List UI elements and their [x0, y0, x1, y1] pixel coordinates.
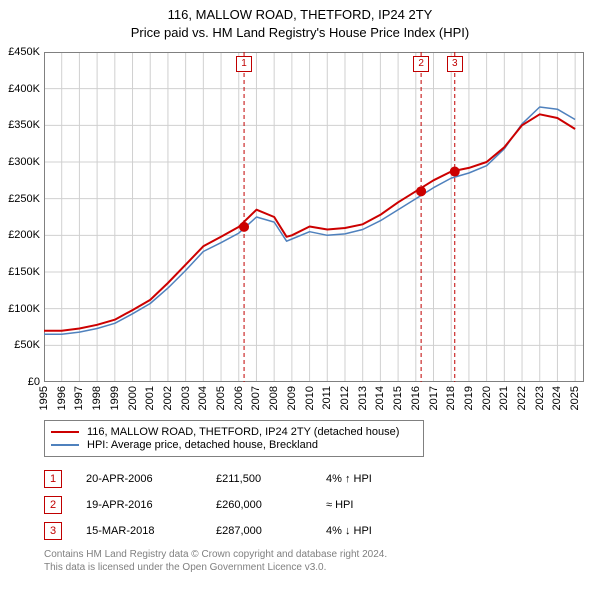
- xaxis-tick-label: 2017: [428, 386, 440, 410]
- xaxis-tick-label: 2024: [551, 386, 563, 410]
- xaxis-tick-label: 2012: [339, 386, 351, 410]
- chart-svg: [44, 52, 584, 382]
- xaxis-tick-label: 2019: [463, 386, 475, 410]
- xaxis-tick-label: 2020: [481, 386, 493, 410]
- yaxis-tick-label: £0: [0, 376, 40, 388]
- sale-price-1: £211,500: [216, 473, 326, 485]
- sale-index-3: 3: [44, 522, 62, 540]
- xaxis-tick-label: 2025: [569, 386, 581, 410]
- page-root: 116, MALLOW ROAD, THETFORD, IP24 2TY Pri…: [0, 0, 600, 590]
- sale-price-3: £287,000: [216, 525, 326, 537]
- legend-swatch-property: [51, 431, 79, 433]
- xaxis-tick-label: 2002: [162, 386, 174, 410]
- legend-row-hpi: HPI: Average price, detached house, Brec…: [51, 439, 417, 451]
- license-line1: Contains HM Land Registry data © Crown c…: [44, 548, 387, 561]
- xaxis-tick-label: 2008: [268, 386, 280, 410]
- xaxis-tick-label: 2005: [215, 386, 227, 410]
- yaxis-tick-label: £50K: [0, 339, 40, 351]
- sale-index-2: 2: [44, 496, 62, 514]
- legend-label-hpi: HPI: Average price, detached house, Brec…: [87, 439, 318, 451]
- sale-note-2: ≈ HPI: [326, 499, 446, 511]
- yaxis-tick-label: £100K: [0, 303, 40, 315]
- xaxis-tick-label: 2009: [286, 386, 298, 410]
- xaxis-tick-label: 2007: [250, 386, 262, 410]
- sale-date-1: 20-APR-2006: [86, 473, 216, 485]
- xaxis-tick-label: 1996: [56, 386, 68, 410]
- sale-index-1: 1: [44, 470, 62, 488]
- chart-area: [44, 52, 584, 382]
- legend-swatch-hpi: [51, 444, 79, 446]
- xaxis-tick-label: 2018: [445, 386, 457, 410]
- table-row: 2 19-APR-2016 £260,000 ≈ HPI: [44, 492, 446, 518]
- table-row: 1 20-APR-2006 £211,500 4% ↑ HPI: [44, 466, 446, 492]
- sale-marker-label: 2: [413, 56, 429, 72]
- xaxis-tick-label: 2006: [233, 386, 245, 410]
- sale-marker-label: 1: [236, 56, 252, 72]
- yaxis-tick-label: £300K: [0, 156, 40, 168]
- xaxis-tick-label: 2000: [127, 386, 139, 410]
- chart-title-block: 116, MALLOW ROAD, THETFORD, IP24 2TY Pri…: [0, 0, 600, 42]
- table-row: 3 15-MAR-2018 £287,000 4% ↓ HPI: [44, 518, 446, 544]
- yaxis-tick-label: £450K: [0, 46, 40, 58]
- xaxis-tick-label: 1998: [91, 386, 103, 410]
- xaxis-tick-label: 2014: [374, 386, 386, 410]
- legend-row-property: 116, MALLOW ROAD, THETFORD, IP24 2TY (de…: [51, 426, 417, 438]
- yaxis-tick-label: £200K: [0, 229, 40, 241]
- sale-date-2: 19-APR-2016: [86, 499, 216, 511]
- license-line2: This data is licensed under the Open Gov…: [44, 561, 387, 574]
- xaxis-tick-label: 1997: [73, 386, 85, 410]
- xaxis-tick-label: 2023: [534, 386, 546, 410]
- xaxis-tick-label: 2015: [392, 386, 404, 410]
- xaxis-tick-label: 2016: [410, 386, 422, 410]
- xaxis-tick-label: 2004: [197, 386, 209, 410]
- yaxis-tick-label: £150K: [0, 266, 40, 278]
- legend-box: 116, MALLOW ROAD, THETFORD, IP24 2TY (de…: [44, 420, 424, 457]
- xaxis-tick-label: 2011: [321, 386, 333, 410]
- xaxis-tick-label: 2021: [498, 386, 510, 410]
- xaxis-tick-label: 2010: [304, 386, 316, 410]
- yaxis-tick-label: £400K: [0, 83, 40, 95]
- xaxis-tick-label: 2003: [180, 386, 192, 410]
- license-text: Contains HM Land Registry data © Crown c…: [44, 548, 387, 574]
- xaxis-tick-label: 2001: [144, 386, 156, 410]
- sale-price-2: £260,000: [216, 499, 326, 511]
- sale-note-1: 4% ↑ HPI: [326, 473, 446, 485]
- xaxis-tick-label: 1995: [38, 386, 50, 410]
- sale-note-3: 4% ↓ HPI: [326, 525, 446, 537]
- yaxis-tick-label: £250K: [0, 193, 40, 205]
- xaxis-tick-label: 2022: [516, 386, 528, 410]
- chart-title-line2: Price paid vs. HM Land Registry's House …: [0, 24, 600, 42]
- chart-title-line1: 116, MALLOW ROAD, THETFORD, IP24 2TY: [0, 6, 600, 24]
- sale-date-3: 15-MAR-2018: [86, 525, 216, 537]
- sale-marker-label: 3: [447, 56, 463, 72]
- yaxis-tick-label: £350K: [0, 119, 40, 131]
- legend-label-property: 116, MALLOW ROAD, THETFORD, IP24 2TY (de…: [87, 426, 399, 438]
- xaxis-tick-label: 1999: [109, 386, 121, 410]
- sales-table: 1 20-APR-2006 £211,500 4% ↑ HPI 2 19-APR…: [44, 466, 446, 544]
- xaxis-tick-label: 2013: [357, 386, 369, 410]
